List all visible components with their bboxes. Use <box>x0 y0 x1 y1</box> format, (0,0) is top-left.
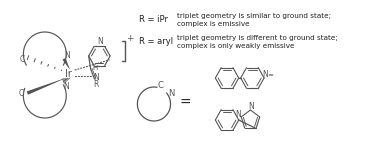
Text: complex is only weakly emissive: complex is only weakly emissive <box>177 43 295 49</box>
Text: Ir: Ir <box>65 69 72 79</box>
Text: N: N <box>248 102 254 111</box>
Text: triplet geometry is similar to ground state;: triplet geometry is similar to ground st… <box>177 13 331 19</box>
Text: N: N <box>64 51 70 60</box>
Text: C: C <box>158 81 164 90</box>
Text: N: N <box>168 89 174 98</box>
Text: N: N <box>235 110 241 119</box>
Text: =: = <box>179 96 191 110</box>
Text: R: R <box>93 80 99 89</box>
Text: triplet geometry is different to ground state;: triplet geometry is different to ground … <box>177 35 338 41</box>
Text: H: H <box>93 65 98 71</box>
Polygon shape <box>27 77 68 95</box>
Text: N: N <box>93 73 99 82</box>
Text: =: = <box>267 72 273 78</box>
Text: N: N <box>262 70 268 79</box>
Polygon shape <box>63 58 70 70</box>
Text: N: N <box>97 37 103 46</box>
Text: C: C <box>19 55 25 64</box>
Text: R = aryl: R = aryl <box>139 37 173 46</box>
Text: N: N <box>63 82 69 91</box>
Text: C: C <box>18 89 24 98</box>
Text: complex is emissive: complex is emissive <box>177 21 250 27</box>
Text: R = iPr: R = iPr <box>139 15 169 24</box>
Text: +: + <box>126 34 133 43</box>
